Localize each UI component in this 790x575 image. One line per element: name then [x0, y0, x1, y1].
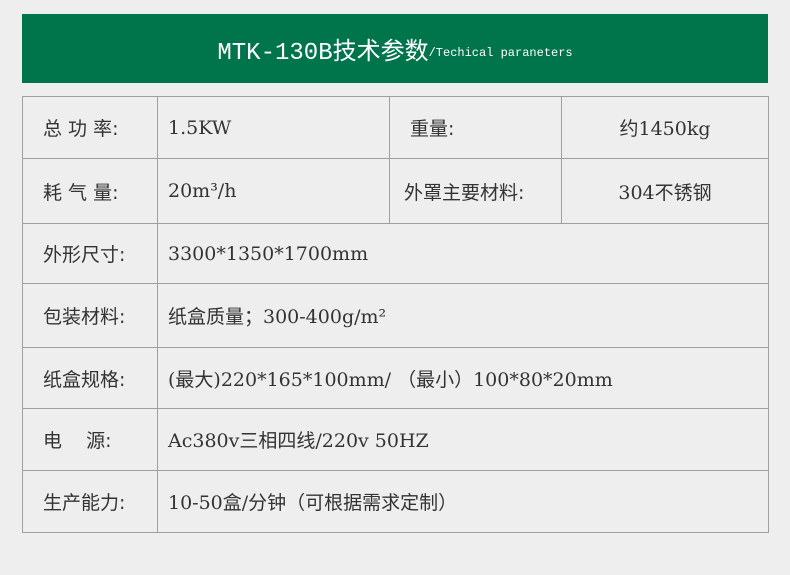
- table-row: 包装材料: 纸盒质量；300-400g/m²: [22, 283, 769, 348]
- spec-label: 外罩主要材料:: [389, 158, 562, 224]
- spec-table: 总 功 率: 1.5KW 重量: 约1450kg 耗 气 量: 20m³/h 外…: [22, 96, 769, 533]
- title-cn: 技术参数: [332, 36, 429, 65]
- spec-label: 纸盒规格:: [22, 347, 158, 409]
- title-banner: MTK-130B技术参数/Techical paraneters: [22, 14, 768, 83]
- table-row: 电 源: Ac380v三相四线/220v 50HZ: [22, 408, 769, 471]
- spec-label: 电 源:: [22, 408, 158, 471]
- spec-value: 纸盒质量；300-400g/m²: [157, 283, 769, 348]
- spec-value: Ac380v三相四线/220v 50HZ: [157, 408, 769, 471]
- table-row: 总 功 率: 1.5KW 重量: 约1450kg: [22, 96, 769, 159]
- spec-value: 1.5KW: [157, 96, 390, 159]
- table-row: 耗 气 量: 20m³/h 外罩主要材料: 304不锈钢: [22, 158, 769, 224]
- spec-value: 3300*1350*1700mm: [157, 223, 769, 284]
- spec-label: 重量:: [389, 96, 562, 159]
- spec-label: 外形尺寸:: [22, 223, 158, 284]
- spec-value: 20m³/h: [157, 158, 390, 224]
- table-row: 生产能力: 10-50盒/分钟（可根据需求定制）: [22, 470, 769, 533]
- spec-value: (最大)220*165*100mm/ （最小）100*80*20mm: [157, 347, 769, 409]
- table-row: 纸盒规格: (最大)220*165*100mm/ （最小）100*80*20mm: [22, 347, 769, 409]
- page-subtitle: /Techical paraneters: [428, 45, 573, 60]
- table-row: 外形尺寸: 3300*1350*1700mm: [22, 223, 769, 284]
- spec-label: 包装材料:: [22, 283, 158, 348]
- page-title: MTK-130B技术参数: [217, 31, 428, 67]
- spec-value: 10-50盒/分钟（可根据需求定制）: [157, 470, 769, 533]
- spec-label: 生产能力:: [22, 470, 158, 533]
- spec-label: 耗 气 量:: [22, 158, 158, 224]
- spec-value: 304不锈钢: [561, 158, 769, 224]
- spec-value: 约1450kg: [561, 96, 769, 159]
- spec-label: 总 功 率:: [22, 96, 158, 159]
- model-name: MTK-130B: [217, 39, 333, 67]
